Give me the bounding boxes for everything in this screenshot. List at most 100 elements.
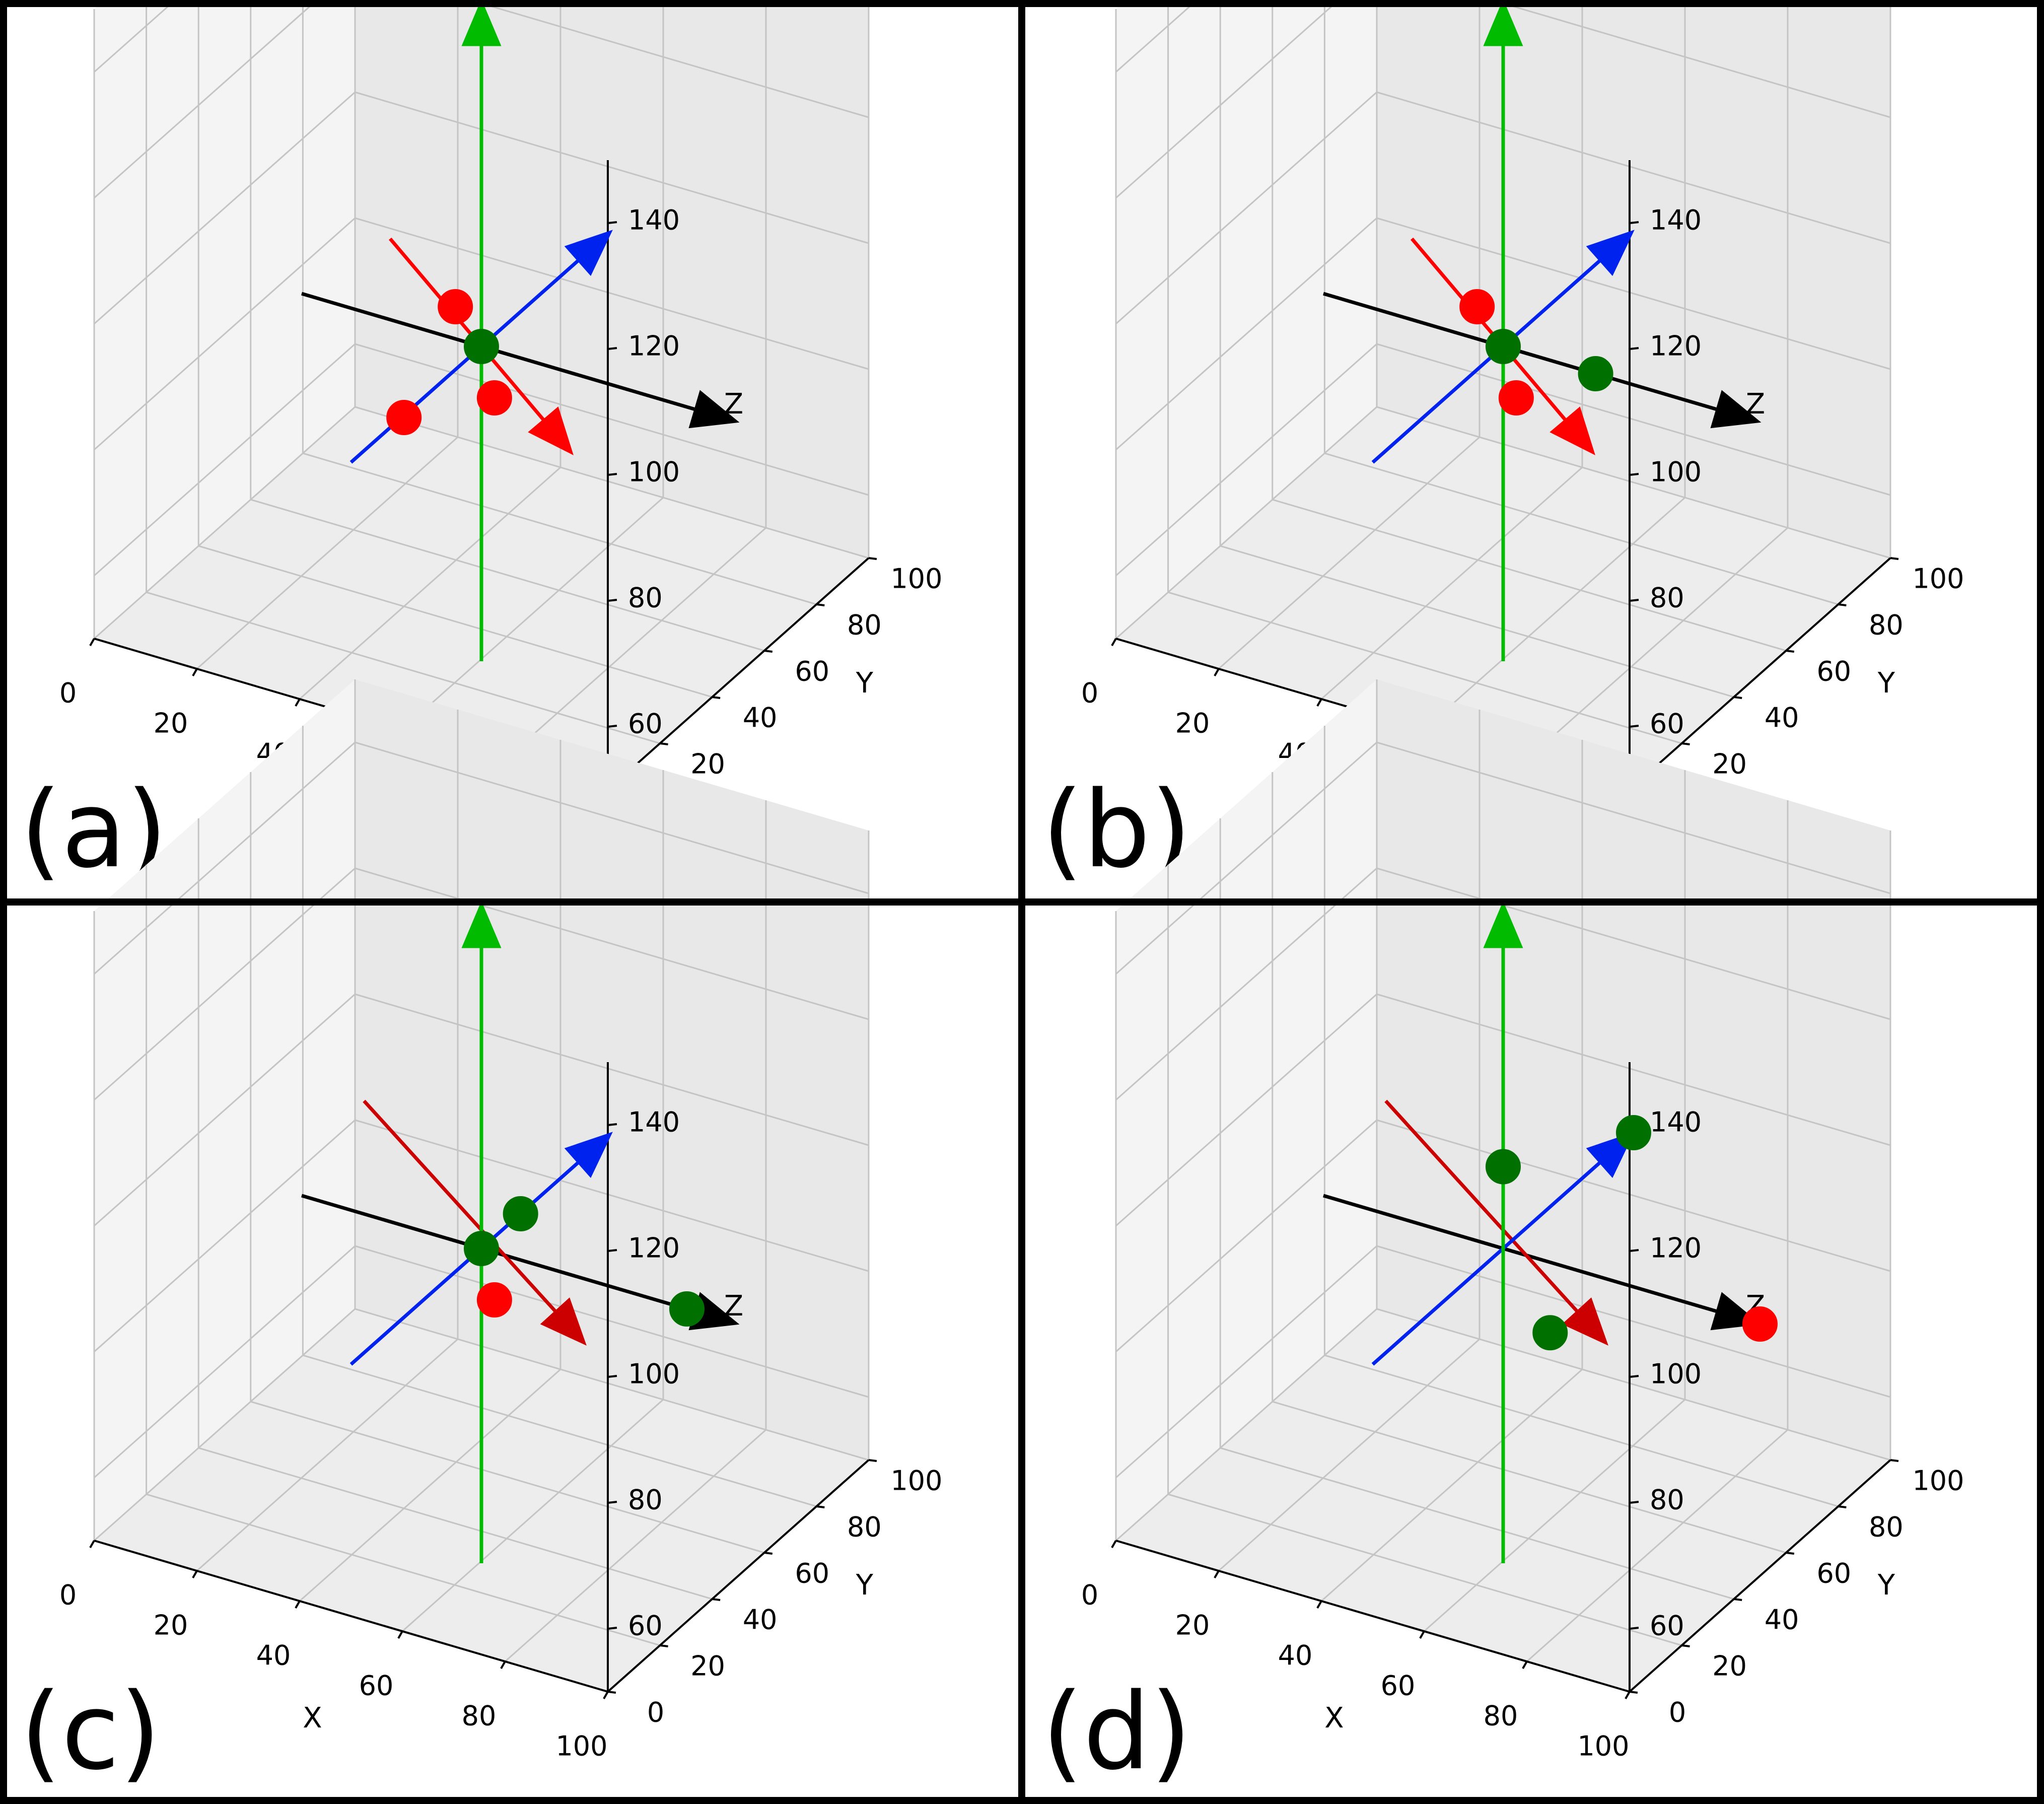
- grid-x-floor: [1218, 1338, 1480, 1572]
- x-tick: [1522, 1661, 1528, 1669]
- grid-y-floor: [198, 545, 713, 698]
- red-axis: [1411, 237, 1595, 455]
- red-axis-shaft: [1411, 237, 1567, 421]
- x-tick-label: 60: [1381, 1670, 1416, 1702]
- y-tick: [1629, 1691, 1638, 1694]
- arrows: [1323, 900, 1761, 1563]
- point-p2: [1498, 380, 1534, 415]
- red-axis-head: [528, 406, 574, 455]
- grid-z-back: [355, 343, 869, 496]
- red-axis: [1384, 1099, 1608, 1346]
- z-tick: [1629, 725, 1639, 728]
- green-axis: [1483, 900, 1523, 1563]
- y-tick: [1786, 1552, 1795, 1555]
- grid-y-floor: [250, 1401, 765, 1554]
- grid-z-back: [355, 91, 869, 244]
- panel-0: 020406080100X020406080100Y6080100120140Z…: [20, 0, 943, 891]
- x-tick-label: 60: [359, 1670, 394, 1702]
- grid-x-floor: [1424, 497, 1685, 730]
- points: [1486, 1115, 1778, 1351]
- grid-y-floor: [198, 1447, 713, 1600]
- y-tick: [1838, 603, 1847, 606]
- grid-z-back: [1376, 1119, 1891, 1272]
- gridlines: [1115, 679, 1891, 1693]
- x-tick: [1111, 1540, 1117, 1548]
- grid-x-floor: [196, 1338, 458, 1572]
- grid-y-floor: [146, 591, 661, 744]
- y-tick-label: 20: [1712, 748, 1747, 780]
- point-p2: [476, 1282, 512, 1317]
- x-tick-label: 0: [59, 1579, 77, 1611]
- y-tick: [660, 742, 668, 745]
- black-axis-shaft: [1323, 1194, 1717, 1313]
- gridlines: [93, 0, 870, 791]
- y-tick: [1890, 1459, 1899, 1462]
- grid-z-left: [94, 867, 356, 1101]
- green-axis-head: [1483, 900, 1523, 948]
- panel-label: (d): [1042, 1670, 1191, 1793]
- points: [464, 1196, 704, 1327]
- grid-y-floor: [146, 1493, 661, 1646]
- z-tick-label: 80: [1650, 582, 1684, 614]
- y-tick-label: 80: [1869, 1511, 1904, 1543]
- z-tick: [1629, 599, 1639, 602]
- y-tick: [1733, 696, 1742, 699]
- z-tick-label: 140: [1650, 204, 1702, 236]
- y-tick-label: 20: [690, 748, 725, 780]
- grid-z-back: [355, 1245, 869, 1398]
- y-tick: [1681, 1644, 1690, 1647]
- points: [1459, 289, 1613, 415]
- blue-axis-head: [1586, 230, 1635, 276]
- x-tick: [1316, 1601, 1322, 1609]
- red-axis-head: [1549, 406, 1595, 455]
- grid-x-floor: [1115, 1308, 1377, 1542]
- x-tick-label: 0: [59, 677, 77, 709]
- y-tick: [1890, 557, 1899, 560]
- grid-x-floor: [402, 497, 664, 730]
- pane-back: [355, 0, 869, 558]
- y-axis-line: [1629, 1459, 1891, 1693]
- z-tick: [607, 1249, 617, 1252]
- z-tick: [1629, 221, 1639, 224]
- pane-left: [1116, 0, 1377, 639]
- y-axis-title: Y: [856, 667, 874, 700]
- y-tick-label: 80: [847, 609, 882, 641]
- y-tick-label: 100: [1912, 1465, 1964, 1497]
- grid-y-floor: [1376, 406, 1891, 559]
- y-tick: [1733, 1598, 1742, 1601]
- z-tick: [607, 473, 617, 476]
- z-tick-label: 120: [1650, 330, 1702, 362]
- y-tick: [816, 603, 825, 606]
- z-tick-label: 100: [1650, 1358, 1702, 1390]
- grid-y-floor: [1272, 1401, 1787, 1554]
- grid-z-left: [1115, 343, 1377, 577]
- grid-z-left: [1115, 1245, 1377, 1479]
- y-tick: [712, 696, 721, 699]
- blue-axis: [349, 1132, 613, 1366]
- pane-back: [1377, 0, 1890, 558]
- grid-x-floor: [1321, 1368, 1583, 1602]
- grid-y-floor: [1168, 1493, 1682, 1646]
- red-axis-shaft: [389, 237, 545, 421]
- blue-axis: [1371, 230, 1635, 464]
- y-tick-label: 0: [1669, 1697, 1686, 1728]
- y-tick: [764, 1552, 773, 1555]
- x-tick-label: 100: [1577, 1730, 1629, 1762]
- grid-z-back: [1376, 867, 1891, 1020]
- grid-z-left: [1115, 91, 1377, 325]
- z-tick-label: 120: [628, 330, 680, 362]
- grid-y-floor: [250, 499, 765, 652]
- ticks: [1111, 1123, 1899, 1699]
- grid-z-left: [1115, 741, 1377, 975]
- y-tick-label: 60: [795, 1558, 829, 1589]
- x-tick: [192, 668, 198, 676]
- y-tick-label: 20: [690, 1650, 725, 1682]
- grid-y-floor: [1272, 499, 1787, 652]
- y-axis-title: Y: [856, 1569, 874, 1602]
- x-axis-line: [94, 1540, 608, 1693]
- x-tick-label: 20: [1175, 708, 1210, 739]
- panels: 020406080100X020406080100Y6080100120140Z…: [20, 0, 1964, 1793]
- z-tick: [607, 599, 617, 602]
